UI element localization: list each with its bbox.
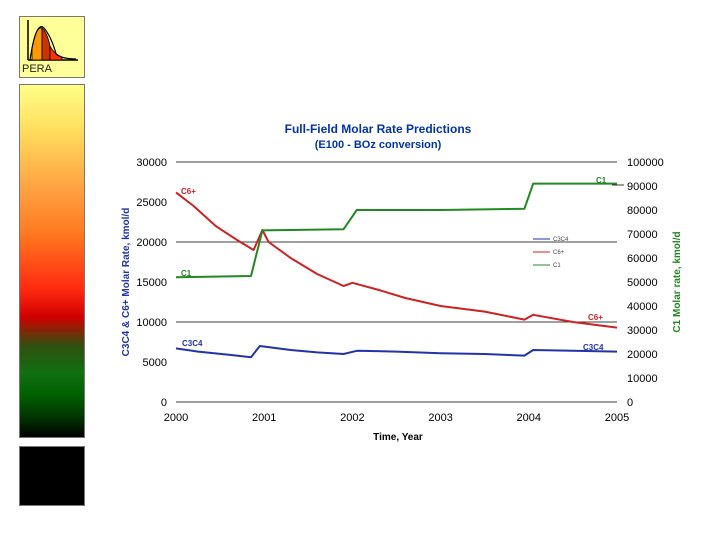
y-right-tick-0: 0 <box>627 397 633 409</box>
series-label-c6-start: C6+ <box>181 187 196 196</box>
series-label-c3c4-end: C3C4 <box>583 343 604 352</box>
y-right-tick-70000: 70000 <box>627 229 658 241</box>
y-right-tick-90000: 90000 <box>627 181 658 193</box>
series-labels: C6+ C6+ C1 C1 C3C4 C3C4 <box>181 176 624 352</box>
logo-panel <box>19 16 85 78</box>
y-right-tick-30000: 30000 <box>627 325 658 337</box>
x-tick-2001: 2001 <box>252 412 276 424</box>
y-right-tick-80000: 80000 <box>627 205 658 217</box>
y-left-tick-30000: 30000 <box>136 157 167 169</box>
series-layer <box>175 182 618 359</box>
y-right-tick-60000: 60000 <box>627 253 658 265</box>
x-tick-2004: 2004 <box>517 412 541 424</box>
x-tick-2005: 2005 <box>605 412 629 424</box>
distribution-curve-icon <box>27 20 78 61</box>
y-right-tick-100000: 100000 <box>627 157 664 169</box>
series-line-c1 <box>175 182 617 279</box>
series-label-c3c4-start: C3C4 <box>182 339 203 348</box>
y-left-tick-0: 0 <box>161 397 167 409</box>
grid-lines <box>176 161 617 403</box>
right-tick-labels: 1000009000080000700006000050000400003000… <box>627 157 664 409</box>
logo-text: PERA <box>22 63 52 75</box>
chart-subtitle: (E100 - BOz conversion) <box>315 139 442 151</box>
series-label-c1-start: C1 <box>181 269 192 278</box>
y-right-tick-20000: 20000 <box>627 349 658 361</box>
legend-label-c6: C6+ <box>553 250 565 256</box>
series-line-c6-plus <box>175 191 618 329</box>
y-axis-left-label: C3C4 & C6+ Molar Rate, kmol/d <box>121 208 132 357</box>
y-axis-right-label: C1 Molar rate, kmol/d <box>672 231 683 332</box>
y-right-tick-40000: 40000 <box>627 301 658 313</box>
gradient-panel <box>19 84 85 438</box>
x-tick-2000: 2000 <box>164 412 188 424</box>
x-axis-label: Time, Year <box>373 432 423 443</box>
y-left-tick-20000: 20000 <box>136 237 167 249</box>
legend-label-c1: C1 <box>553 263 561 269</box>
chart-legend: C3C4 C6+ C1 <box>533 237 569 269</box>
left-tick-labels: 30000 25000 20000 15000 10000 5000 0 <box>136 157 167 409</box>
y-left-tick-15000: 15000 <box>136 277 167 289</box>
y-left-tick-5000: 5000 <box>143 357 167 369</box>
x-tick-2002: 2002 <box>340 412 364 424</box>
legend-label-c3c4: C3C4 <box>553 237 569 243</box>
series-line-c3c4 <box>175 345 618 359</box>
chart-title: Full-Field Molar Rate Predictions <box>285 122 472 136</box>
y-right-tick-10000: 10000 <box>627 373 658 385</box>
y-left-tick-10000: 10000 <box>136 317 167 329</box>
black-panel <box>19 446 85 506</box>
x-tick-labels: 2000 2001 2002 2003 2004 2005 <box>164 412 629 424</box>
y-right-tick-50000: 50000 <box>627 277 658 289</box>
series-label-c6-end: C6+ <box>588 313 603 322</box>
y-left-tick-25000: 25000 <box>136 197 167 209</box>
x-tick-2003: 2003 <box>428 412 452 424</box>
series-label-c1-end: C1 <box>596 176 607 185</box>
